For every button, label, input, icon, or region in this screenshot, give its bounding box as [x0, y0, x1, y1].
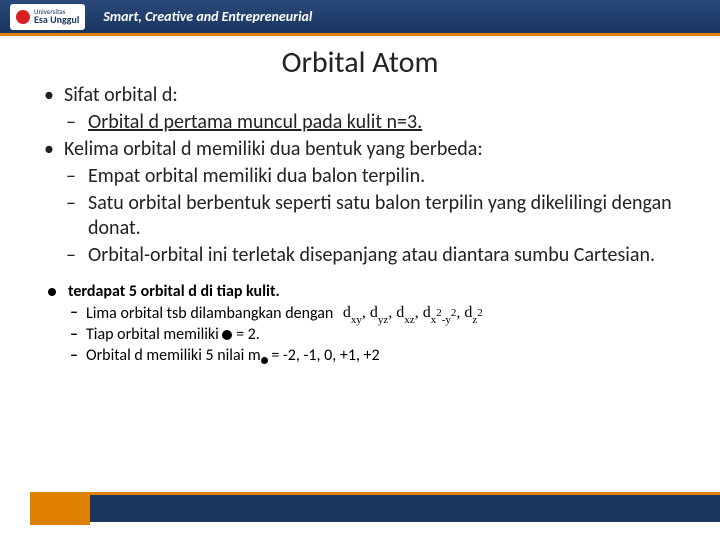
- slide-content: Orbital Atom Sifat orbital d: Orbital d …: [0, 36, 720, 367]
- sub-item: Tiap orbital memiliki = 2.: [40, 325, 680, 346]
- sub-text: = -2, -1, 0, +1, +2: [268, 346, 380, 365]
- bullet-item: Sifat orbital d: Orbital d pertama muncu…: [40, 83, 680, 135]
- university-logo: Universitas Esa Unggul: [10, 4, 85, 30]
- logo-text: Universitas Esa Unggul: [34, 8, 79, 25]
- sub-item: Orbital d pertama muncul pada kulit n=3.: [64, 110, 680, 135]
- bullet-text: Kelima orbital d memiliki dua bentuk yan…: [64, 137, 483, 161]
- header-tagline: Smart, Creative and Entrepreneurial: [103, 8, 312, 25]
- sub-item: Satu orbital berbentuk seperti satu balo…: [64, 191, 680, 241]
- sub-text: Orbital d pertama muncul pada kulit n=3.: [88, 110, 422, 134]
- secondary-bullet-list: terdapat 5 orbital d di tiap kulit. Lima…: [40, 282, 680, 367]
- bullet-icon: [48, 288, 56, 296]
- bullet-item: Kelima orbital d memiliki dua bentuk yan…: [40, 137, 680, 268]
- sub-text: Lima orbital tsb dilambangkan dengan: [86, 304, 333, 323]
- sub-item: Empat orbital memiliki dua balon terpili…: [64, 164, 680, 189]
- sub-item: Orbital-orbital ini terletak disepanjang…: [64, 243, 680, 268]
- sub-item: Orbital d memiliki 5 nilai m = -2, -1, 0…: [40, 346, 680, 367]
- bullet-text: Sifat orbital d:: [64, 83, 178, 107]
- bullet-text: terdapat 5 orbital d di tiap kulit.: [68, 282, 280, 301]
- bullet-item: terdapat 5 orbital d di tiap kulit.: [40, 282, 680, 303]
- main-bullet-list: Sifat orbital d: Orbital d pertama muncu…: [40, 83, 680, 268]
- sub-list: Orbital d pertama muncul pada kulit n=3.: [64, 110, 680, 135]
- footer-accent: [30, 492, 90, 525]
- slide-footer-bar: [30, 492, 720, 522]
- logo-mark-icon: [16, 10, 30, 24]
- orbital-symbols: dxy, dyz, dxz, dx2-y2, dz2: [343, 303, 483, 325]
- sub-text: Orbital d memiliki 5 nilai m: [86, 346, 261, 365]
- sub-item: Lima orbital tsb dilambangkan dengan dxy…: [40, 303, 680, 325]
- filled-circle-icon: [261, 357, 268, 364]
- sub-list: Empat orbital memiliki dua balon terpili…: [64, 164, 680, 268]
- filled-circle-icon: [222, 330, 232, 340]
- slide-title: Orbital Atom: [40, 44, 680, 81]
- sub-text: = 2.: [232, 325, 259, 344]
- slide-header: Universitas Esa Unggul Smart, Creative a…: [0, 0, 720, 36]
- sub-text: Tiap orbital memiliki: [86, 325, 222, 344]
